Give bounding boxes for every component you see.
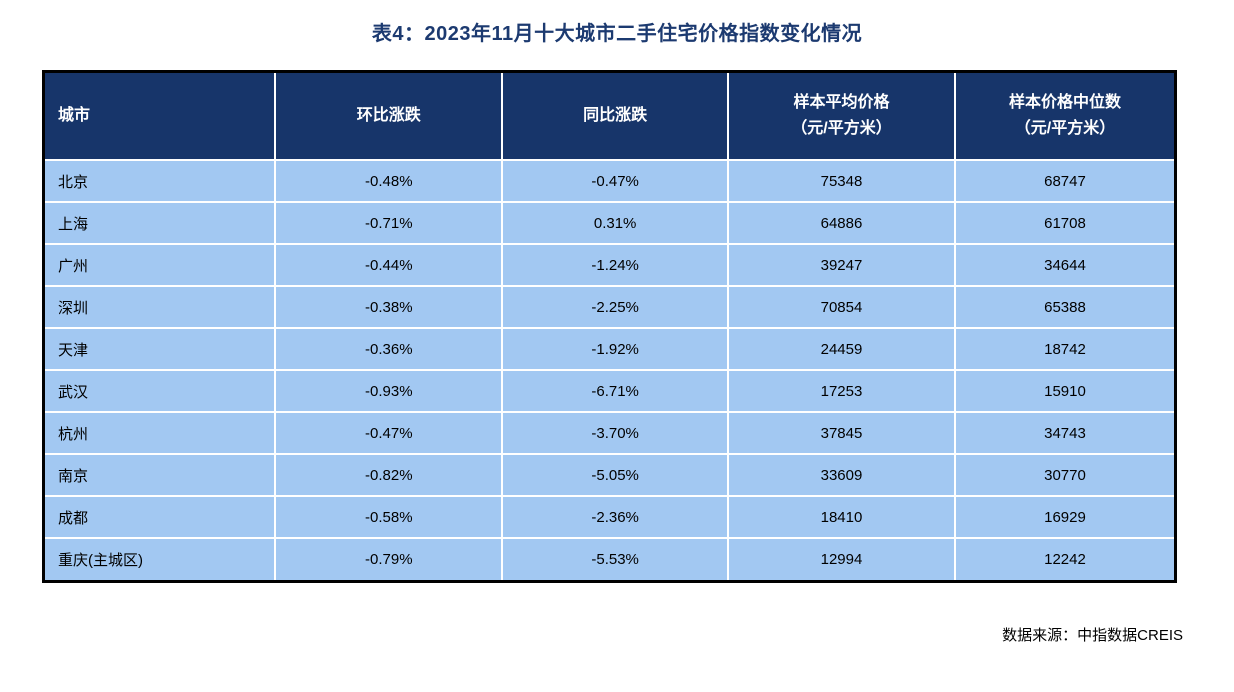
city-cell: 北京	[45, 160, 277, 203]
value-cell: 17253	[728, 370, 956, 413]
value-cell: -1.92%	[502, 328, 730, 371]
table-row: 广州 -0.44% -1.24% 39247 34644	[45, 244, 1174, 287]
value-cell: 18410	[728, 496, 956, 539]
value-cell: -0.82%	[275, 454, 504, 497]
table-row: 深圳 -0.38% -2.25% 70854 65388	[45, 286, 1174, 329]
value-cell: 39247	[728, 244, 956, 287]
value-cell: -5.53%	[502, 538, 730, 580]
city-cell: 南京	[45, 454, 277, 497]
value-cell: 0.31%	[502, 202, 730, 245]
value-cell: 12242	[954, 538, 1174, 580]
value-cell: 34743	[954, 412, 1174, 455]
value-cell: -0.44%	[275, 244, 504, 287]
column-header-mom-change: 环比涨跌	[275, 73, 504, 161]
table-row: 上海 -0.71% 0.31% 64886 61708	[45, 202, 1174, 245]
column-header-yoy-change: 同比涨跌	[502, 73, 730, 161]
value-cell: -0.93%	[275, 370, 504, 413]
city-cell: 杭州	[45, 412, 277, 455]
value-cell: -0.48%	[275, 160, 504, 203]
table-row: 南京 -0.82% -5.05% 33609 30770	[45, 454, 1174, 497]
data-source-note: 数据来源：中指数据CREIS	[1002, 627, 1183, 644]
header-row: 城市 环比涨跌 同比涨跌 样本平均价格 （元/平方米） 样本价格中位数 （元/平…	[45, 73, 1174, 161]
value-cell: 64886	[728, 202, 956, 245]
value-cell: 34644	[954, 244, 1174, 287]
value-cell: 68747	[954, 160, 1174, 203]
value-cell: 33609	[728, 454, 956, 497]
value-cell: 65388	[954, 286, 1174, 329]
city-cell: 武汉	[45, 370, 277, 413]
value-cell: -0.71%	[275, 202, 504, 245]
value-cell: 75348	[728, 160, 956, 203]
value-cell: 12994	[728, 538, 956, 580]
value-cell: -3.70%	[502, 412, 730, 455]
price-index-table: 城市 环比涨跌 同比涨跌 样本平均价格 （元/平方米） 样本价格中位数 （元/平…	[45, 73, 1174, 580]
value-cell: 30770	[954, 454, 1174, 497]
value-cell: 15910	[954, 370, 1174, 413]
value-cell: -0.36%	[275, 328, 504, 371]
column-header-city: 城市	[45, 73, 277, 161]
value-cell: -2.36%	[502, 496, 730, 539]
value-cell: -1.24%	[502, 244, 730, 287]
column-header-sample-median-price: 样本价格中位数 （元/平方米）	[954, 73, 1174, 161]
value-cell: -0.47%	[502, 160, 730, 203]
column-header-sample-avg-price: 样本平均价格 （元/平方米）	[728, 73, 956, 161]
value-cell: -0.58%	[275, 496, 504, 539]
city-cell: 深圳	[45, 286, 277, 329]
city-cell: 天津	[45, 328, 277, 371]
city-cell: 上海	[45, 202, 277, 245]
table-header: 城市 环比涨跌 同比涨跌 样本平均价格 （元/平方米） 样本价格中位数 （元/平…	[45, 73, 1174, 161]
value-cell: 18742	[954, 328, 1174, 371]
value-cell: 16929	[954, 496, 1174, 539]
table-row: 成都 -0.58% -2.36% 18410 16929	[45, 496, 1174, 539]
value-cell: -0.79%	[275, 538, 504, 580]
city-cell: 广州	[45, 244, 277, 287]
table-title: 表4：2023年11月十大城市二手住宅价格指数变化情况	[371, 23, 863, 45]
value-cell: 37845	[728, 412, 956, 455]
value-cell: 70854	[728, 286, 956, 329]
value-cell: -6.71%	[502, 370, 730, 413]
table-row: 武汉 -0.93% -6.71% 17253 15910	[45, 370, 1174, 413]
value-cell: -5.05%	[502, 454, 730, 497]
city-cell: 成都	[45, 496, 277, 539]
value-cell: -2.25%	[502, 286, 730, 329]
table-row: 杭州 -0.47% -3.70% 37845 34743	[45, 412, 1174, 455]
table-row: 天津 -0.36% -1.92% 24459 18742	[45, 328, 1174, 371]
value-cell: 24459	[728, 328, 956, 371]
value-cell: 61708	[954, 202, 1174, 245]
value-cell: -0.47%	[275, 412, 504, 455]
price-index-table-frame: 城市 环比涨跌 同比涨跌 样本平均价格 （元/平方米） 样本价格中位数 （元/平…	[42, 70, 1177, 583]
table-row: 重庆(主城区) -0.79% -5.53% 12994 12242	[45, 538, 1174, 580]
value-cell: -0.38%	[275, 286, 504, 329]
table-body: 北京 -0.48% -0.47% 75348 68747 上海 -0.71% 0.31% 648…	[45, 160, 1174, 580]
table-row: 北京 -0.48% -0.47% 75348 68747	[45, 160, 1174, 203]
city-cell: 重庆(主城区)	[45, 538, 277, 580]
